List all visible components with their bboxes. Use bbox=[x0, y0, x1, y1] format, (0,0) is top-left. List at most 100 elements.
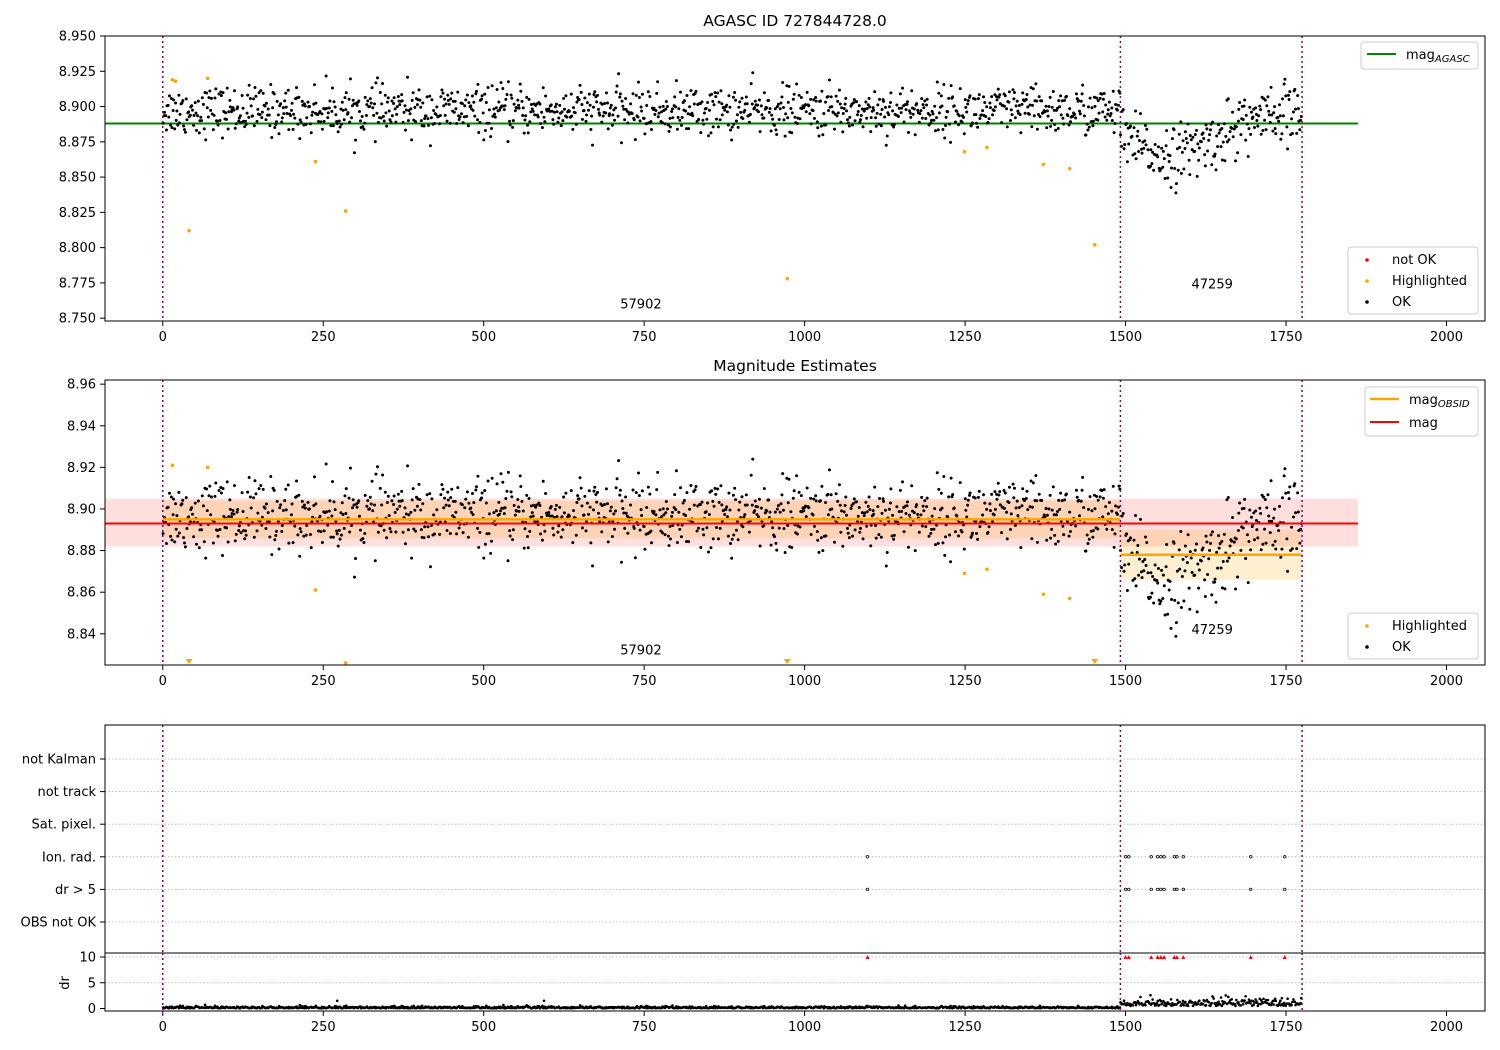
ok-point bbox=[182, 541, 186, 545]
ok-point bbox=[853, 119, 857, 123]
ok-point bbox=[527, 97, 531, 101]
ok-point bbox=[760, 113, 764, 117]
ok-point bbox=[1287, 497, 1291, 501]
ok-point bbox=[553, 105, 557, 109]
ok-point bbox=[1073, 112, 1077, 116]
ok-point bbox=[1024, 497, 1028, 501]
ok-point bbox=[410, 556, 414, 560]
ok-point bbox=[401, 120, 405, 124]
ok-point bbox=[298, 527, 302, 531]
ok-point bbox=[411, 487, 415, 491]
ok-point bbox=[481, 111, 485, 115]
ok-point bbox=[798, 525, 802, 529]
ok-point bbox=[449, 97, 453, 101]
ok-point bbox=[626, 121, 630, 125]
ok-point bbox=[314, 101, 318, 105]
ok-point bbox=[360, 115, 364, 119]
ok-point bbox=[515, 509, 519, 513]
ok-point bbox=[1259, 548, 1263, 552]
legend-label-highlighted-2: Highlighted bbox=[1392, 619, 1467, 634]
ok-point bbox=[219, 491, 223, 495]
ok-point bbox=[337, 528, 341, 532]
ok-point bbox=[597, 111, 601, 115]
ok-point bbox=[348, 466, 352, 470]
ok-point bbox=[390, 499, 394, 503]
ok-point bbox=[909, 115, 913, 119]
ok-point bbox=[425, 493, 429, 497]
flag-point bbox=[1249, 887, 1253, 892]
ok-point bbox=[963, 497, 967, 501]
ok-point bbox=[430, 497, 434, 501]
ok-point bbox=[215, 528, 219, 532]
ok-point bbox=[1254, 509, 1258, 513]
ok-point bbox=[480, 496, 484, 500]
dr-point bbox=[1201, 1002, 1205, 1006]
ok-point bbox=[406, 464, 410, 468]
ok-point bbox=[812, 497, 816, 501]
ok-point bbox=[606, 502, 610, 506]
ok-point bbox=[646, 485, 650, 489]
ok-point bbox=[953, 120, 957, 124]
ok-point bbox=[494, 509, 498, 513]
ok-point bbox=[221, 91, 225, 95]
ok-point bbox=[905, 102, 909, 106]
ok-point bbox=[1059, 113, 1063, 117]
ok-point bbox=[1201, 131, 1205, 135]
ok-point bbox=[171, 513, 175, 517]
dr-point bbox=[1122, 999, 1126, 1003]
ok-point bbox=[1161, 573, 1165, 577]
ok-point bbox=[510, 96, 514, 100]
ok-point bbox=[464, 98, 468, 102]
ok-point bbox=[1023, 111, 1027, 115]
ok-point bbox=[790, 546, 794, 550]
estimates-x-axis: 0 250 500 750 1000 1250 1500 1750 2000 bbox=[159, 665, 1463, 689]
ok-point bbox=[1005, 107, 1009, 111]
ok-point bbox=[368, 97, 372, 101]
ok-point bbox=[358, 119, 362, 123]
ok-point bbox=[1012, 486, 1016, 490]
ok-point bbox=[354, 138, 358, 142]
ok-point bbox=[419, 528, 423, 532]
ok-point bbox=[664, 499, 668, 503]
ok-point bbox=[502, 108, 506, 112]
ok-point bbox=[322, 119, 326, 123]
ok-point bbox=[361, 537, 365, 541]
dr-point bbox=[1255, 1000, 1259, 1003]
ok-point bbox=[680, 115, 684, 119]
ok-point bbox=[997, 493, 1001, 497]
ok-point bbox=[946, 110, 950, 114]
ok-point bbox=[181, 498, 185, 502]
estimates-legend-bottom: Highlighted OK bbox=[1347, 612, 1479, 660]
ok-point bbox=[275, 99, 279, 103]
ok-point bbox=[243, 537, 247, 541]
ok-point bbox=[676, 115, 680, 119]
ok-point bbox=[1149, 571, 1153, 575]
ok-point bbox=[175, 514, 179, 518]
ok-point bbox=[380, 503, 384, 507]
ok-point bbox=[776, 504, 780, 508]
ok-point bbox=[304, 122, 308, 126]
ok-point bbox=[237, 119, 241, 123]
ok-point bbox=[670, 514, 674, 518]
ok-point bbox=[1031, 481, 1035, 485]
ok-point bbox=[1144, 563, 1148, 567]
ok-point bbox=[512, 102, 516, 106]
ok-point bbox=[177, 93, 181, 97]
ok-point bbox=[1170, 137, 1174, 141]
ok-point bbox=[1045, 513, 1049, 517]
ok-point bbox=[792, 489, 796, 493]
ok-point bbox=[797, 93, 801, 97]
ok-point bbox=[1246, 581, 1250, 585]
ok-point bbox=[1048, 95, 1052, 99]
ok-point bbox=[276, 113, 280, 117]
dr-point bbox=[1280, 996, 1284, 1000]
dr-point bbox=[1223, 1001, 1227, 1005]
ok-point bbox=[1210, 593, 1214, 597]
ok-point bbox=[756, 515, 760, 519]
ok-point bbox=[814, 99, 818, 103]
x-tick-label: 0 bbox=[159, 330, 167, 345]
ok-point bbox=[1204, 534, 1208, 538]
ok-point bbox=[1030, 125, 1034, 129]
ok-point bbox=[1150, 162, 1154, 166]
ok-point bbox=[620, 499, 624, 503]
